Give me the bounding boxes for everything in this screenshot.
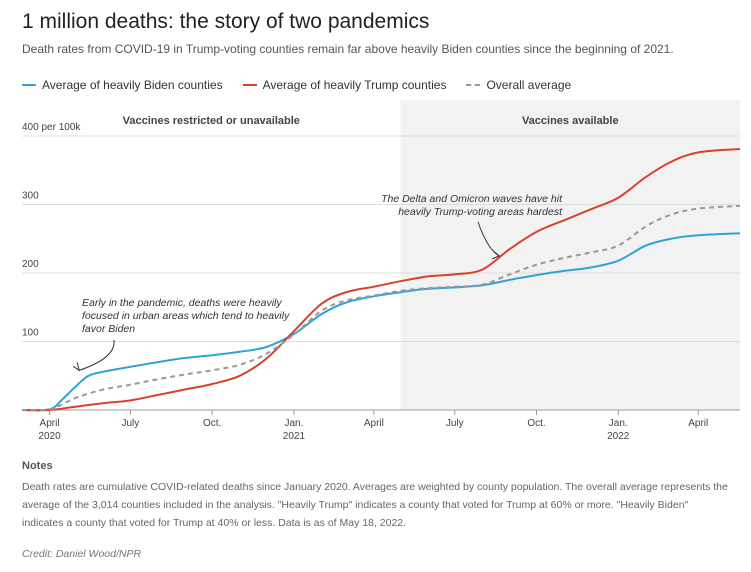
legend-item-overall: Overall average [466, 78, 571, 92]
x-tick-label-8: April [688, 418, 708, 429]
x-tick-label-6: Oct. [527, 418, 545, 429]
x-tick-label-4: April [364, 418, 384, 429]
region-label-0: Vaccines restricted or unavailable [123, 115, 300, 127]
annotation-0-arrow [79, 339, 115, 371]
annotation-0-arrowhead [72, 362, 81, 372]
notes-heading: Notes [22, 460, 53, 472]
y-tick-label-3: 100 [22, 328, 39, 339]
annotation-0-line-2: favor Biden [82, 323, 135, 335]
legend: Average of heavily Biden counties Averag… [22, 78, 591, 92]
legend-label-trump: Average of heavily Trump counties [262, 78, 447, 92]
annotation-1-line-0: The Delta and Omicron waves have hit [381, 193, 563, 205]
annotation-0-line-1: focused in urban areas which tend to hea… [82, 310, 290, 322]
legend-item-trump: Average of heavily Trump counties [242, 78, 447, 92]
x-tick-label-3: Jan. [284, 418, 303, 429]
annotation-0-line-0: Early in the pandemic, deaths were heavi… [82, 297, 282, 309]
notes-text: Death rates are cumulative COVID-related… [22, 481, 728, 529]
x-tick-year-7: 2022 [607, 431, 630, 442]
y-tick-label-0: 400 per 100k [22, 122, 81, 133]
legend-swatch-biden [22, 84, 36, 86]
annotation-1-line-1: heavily Trump-voting areas hardest [398, 206, 563, 218]
legend-label-biden: Average of heavily Biden counties [42, 78, 223, 92]
credit-line: Credit: Daniel Wood/NPR [22, 548, 142, 560]
x-tick-label-7: Jan. [609, 418, 628, 429]
chart-title: 1 million deaths: the story of two pande… [22, 10, 430, 33]
region-shade-1 [400, 100, 740, 410]
x-tick-year-3: 2021 [283, 431, 306, 442]
line-chart: Vaccines restricted or unavailable Vaccin… [21, 100, 741, 442]
x-tick-year-0: 2020 [38, 431, 61, 442]
region-label-1: Vaccines available [522, 115, 619, 127]
y-tick-label-1: 300 [22, 191, 39, 202]
series-line-1 [21, 148, 741, 412]
y-tick-label-2: 200 [22, 259, 39, 270]
x-tick-label-2: Oct. [203, 418, 221, 429]
legend-swatch-trump [242, 84, 257, 86]
chart-subtitle: Death rates from COVID-19 in Trump-votin… [22, 42, 674, 56]
x-tick-label-1: July [122, 418, 140, 429]
legend-item-biden: Average of heavily Biden counties [22, 78, 223, 92]
series-line-2 [21, 204, 741, 412]
legend-swatch-overall [466, 84, 481, 86]
annotation-1-arrowhead [491, 250, 501, 260]
x-tick-label-5: July [446, 418, 464, 429]
series-line-0 [21, 232, 741, 412]
legend-label-overall: Overall average [486, 78, 572, 92]
x-tick-label-0: April [40, 418, 60, 429]
